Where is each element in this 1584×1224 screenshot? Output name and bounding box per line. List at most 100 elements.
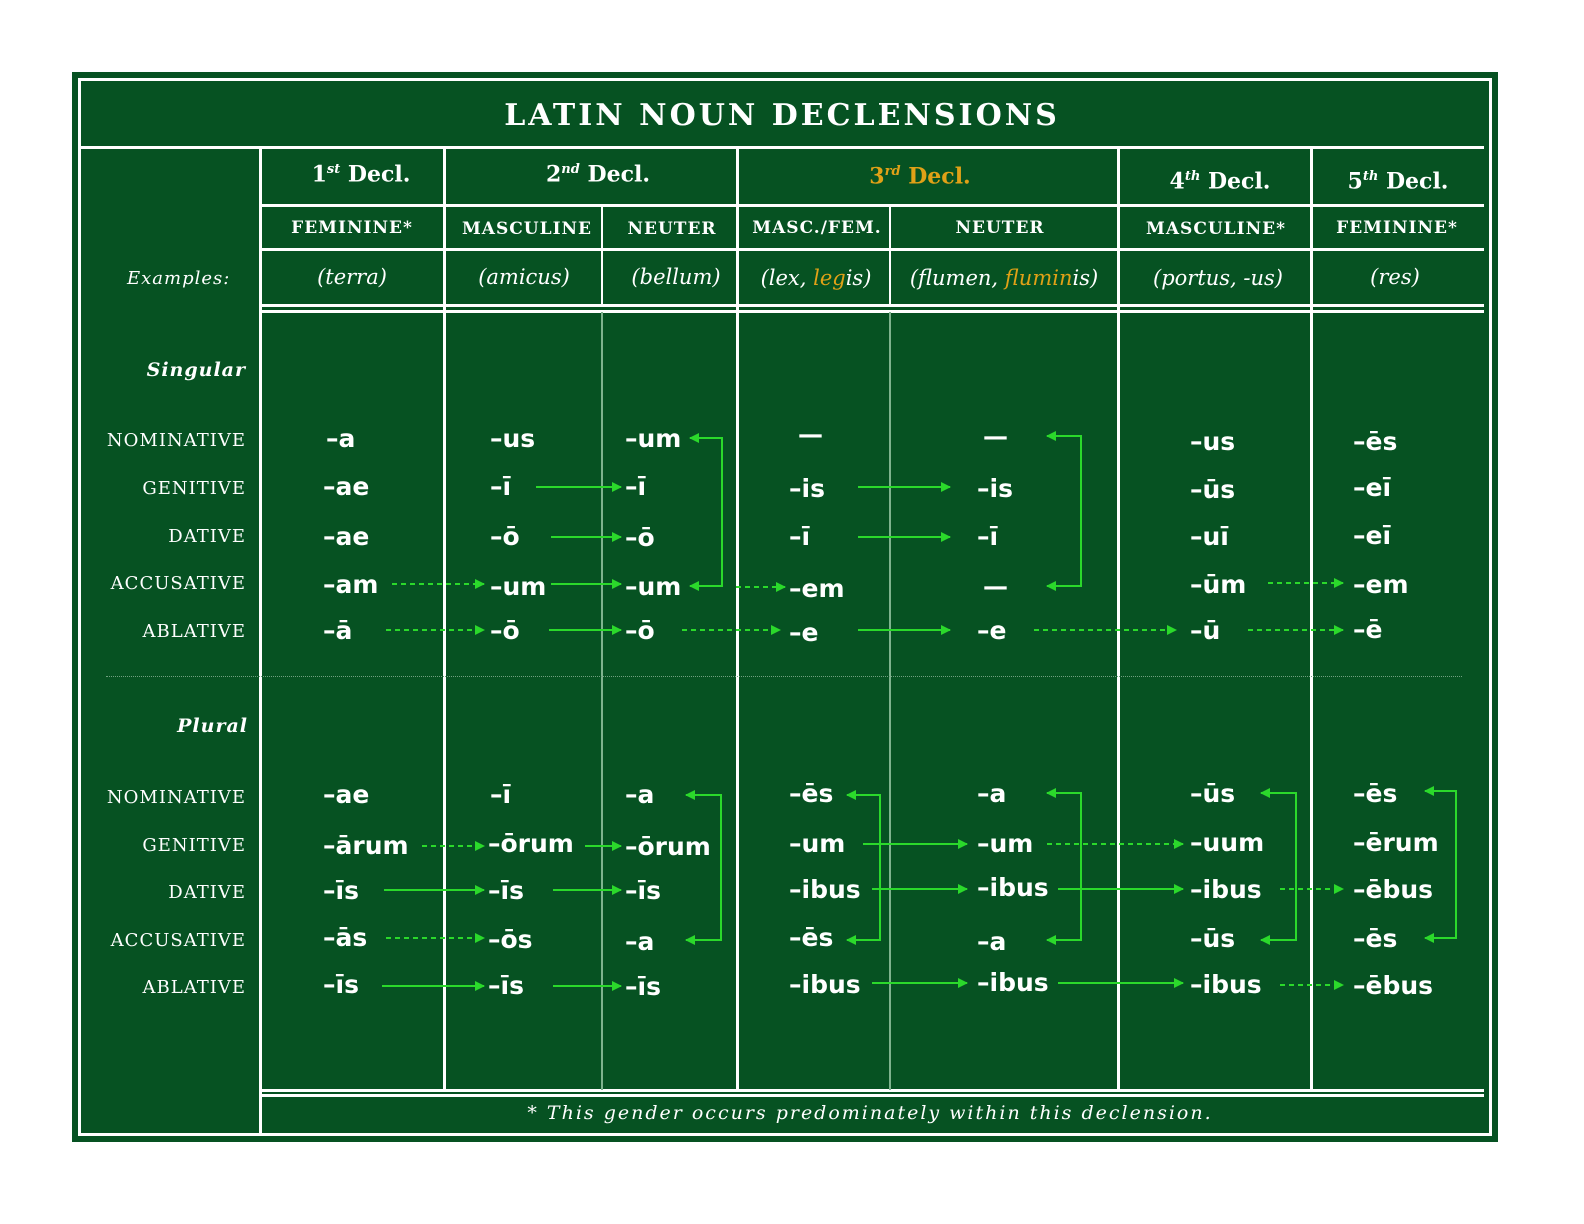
ending-sg-dat-1: –ae <box>323 522 370 551</box>
ending-pl-acc-7: –ēs <box>1353 924 1398 953</box>
ending-sg-gen-1: –ae <box>323 472 370 501</box>
grid-vline-labels <box>259 148 262 1134</box>
ending-sg-abl-3: –ō <box>625 616 655 645</box>
ending-pl-dat-3: –īs <box>625 876 661 905</box>
ending-sg-nom-5: — <box>983 422 1008 451</box>
ending-pl-dat-2: –īs <box>488 876 524 905</box>
outer-frame-right <box>1489 78 1492 1136</box>
case-label-sg-genitive: GENITIVE <box>142 478 246 499</box>
ending-pl-dat-1: –īs <box>323 876 359 905</box>
grid-vline-2 <box>736 148 739 1091</box>
ending-pl-abl-4: –ibus <box>789 970 861 999</box>
ending-pl-nom-1: –ae <box>323 780 370 809</box>
grid-vline-3a-faint <box>889 312 891 1090</box>
ending-pl-dat-4: –ibus <box>789 875 861 904</box>
ending-sg-dat-6: –uī <box>1190 522 1229 551</box>
ending-pl-acc-3: –a <box>625 927 655 956</box>
ending-pl-nom-7: –ēs <box>1353 779 1398 808</box>
case-label-pl-nominative: NOMINATIVE <box>106 787 246 808</box>
case-label-pl-ablative: ABLATIVE <box>142 977 246 998</box>
grid-vline-2a-faint <box>601 312 603 1090</box>
ending-pl-abl-1: –īs <box>323 970 359 999</box>
grid-vline-3a <box>889 206 891 306</box>
ending-pl-acc-1: –ās <box>323 923 368 952</box>
ending-pl-acc-2: –ōs <box>488 925 533 954</box>
case-label-sg-dative: DATIVE <box>168 526 246 547</box>
ending-sg-nom-1: –a <box>326 424 356 453</box>
grid-vline-2a <box>601 206 603 306</box>
decl-3-header: 3rd Decl. <box>869 163 971 190</box>
ending-sg-abl-7: –ē <box>1353 615 1383 644</box>
example-flumen: (flumen, fluminis) <box>909 266 1099 290</box>
ending-pl-abl-7: –ēbus <box>1353 971 1434 1000</box>
page-title: LATIN NOUN DECLENSIONS <box>504 98 1060 133</box>
ending-sg-dat-5: –ī <box>977 522 999 551</box>
case-label-pl-dative: DATIVE <box>168 882 246 903</box>
number-divider <box>106 676 1462 677</box>
outer-frame-top <box>78 78 1492 81</box>
case-label-pl-accusative: ACCUSATIVE <box>110 930 246 951</box>
ending-sg-nom-6: –us <box>1190 427 1236 456</box>
ending-sg-abl-1: –ā <box>323 616 353 645</box>
ending-sg-acc-7: –em <box>1353 570 1409 599</box>
grid-vline-1 <box>443 148 446 1091</box>
ending-pl-gen-5: –um <box>977 829 1034 858</box>
grid-line-footer-top <box>260 1094 1484 1097</box>
title-divider <box>78 146 1484 149</box>
ending-pl-dat-7: –ēbus <box>1353 875 1434 904</box>
ending-sg-nom-3: –um <box>625 424 682 453</box>
grid-line-decl <box>260 204 1484 207</box>
ending-sg-abl-6: –ū <box>1190 616 1221 645</box>
ending-sg-gen-7: –eī <box>1353 473 1392 502</box>
ending-pl-gen-7: –ērum <box>1353 828 1439 857</box>
gender-col-4: MASC./FEM. <box>752 218 882 238</box>
example-amicus: (amicus) <box>478 265 570 289</box>
ending-sg-abl-2: –ō <box>490 616 520 645</box>
decl-1-header: 1st Decl. <box>311 161 411 188</box>
ending-pl-nom-2: –ī <box>490 780 512 809</box>
grid-line-body-bottom <box>260 1089 1484 1092</box>
ending-sg-dat-2: –ō <box>490 522 520 551</box>
ending-pl-abl-6: –ibus <box>1190 970 1262 999</box>
ending-pl-gen-1: –ārum <box>323 831 409 860</box>
ending-pl-acc-4: –ēs <box>789 923 834 952</box>
ending-sg-gen-6: –ūs <box>1190 475 1236 504</box>
case-label-sg-nominative: NOMINATIVE <box>106 430 246 451</box>
singular-label: Singular <box>146 359 246 381</box>
ending-sg-dat-7: –eī <box>1353 521 1392 550</box>
ending-sg-acc-6: –ūm <box>1190 570 1247 599</box>
ending-sg-acc-1: –am <box>323 570 379 599</box>
ending-sg-gen-4: –is <box>789 474 825 503</box>
gender-col-3: NEUTER <box>627 219 717 239</box>
gender-col-5: NEUTER <box>955 218 1045 238</box>
example-lex: (lex, legis) <box>760 266 872 290</box>
examples-label: Examples: <box>127 268 231 289</box>
ending-sg-nom-4: — <box>798 420 823 449</box>
ending-sg-dat-3: –ō <box>625 523 655 552</box>
ending-pl-abl-3: –īs <box>625 972 661 1001</box>
decl-2-header: 2nd Decl. <box>545 161 651 188</box>
ending-sg-abl-4: –e <box>789 618 819 647</box>
ending-sg-gen-5: –is <box>977 474 1013 503</box>
outer-frame-left <box>78 78 81 1136</box>
gender-col-2: MASCULINE <box>461 219 593 239</box>
example-bellum: (bellum) <box>631 265 721 289</box>
ending-pl-acc-5: –a <box>977 927 1007 956</box>
ending-pl-acc-6: –ūs <box>1190 924 1236 953</box>
ending-sg-acc-2: –um <box>490 572 547 601</box>
ending-pl-abl-5: –ibus <box>977 968 1049 997</box>
example-res: (res) <box>1370 265 1420 289</box>
ending-sg-gen-3: –ī <box>625 472 647 501</box>
gender-col-1: FEMININE* <box>291 218 413 238</box>
ending-sg-acc-4: –em <box>789 574 845 603</box>
example-portus: (portus, -us) <box>1153 266 1283 290</box>
ending-pl-gen-3: –ōrum <box>625 832 711 861</box>
ending-sg-acc-3: –um <box>625 572 682 601</box>
grid-line-gender <box>260 248 1484 251</box>
ending-pl-nom-3: –a <box>625 780 655 809</box>
footnote: * This gender occurs predominately withi… <box>527 1102 1213 1124</box>
outer-frame-bottom <box>78 1133 1492 1136</box>
case-label-pl-genitive: GENITIVE <box>142 835 246 856</box>
ending-sg-abl-5: –e <box>977 616 1007 645</box>
case-label-sg-accusative: ACCUSATIVE <box>110 573 246 594</box>
